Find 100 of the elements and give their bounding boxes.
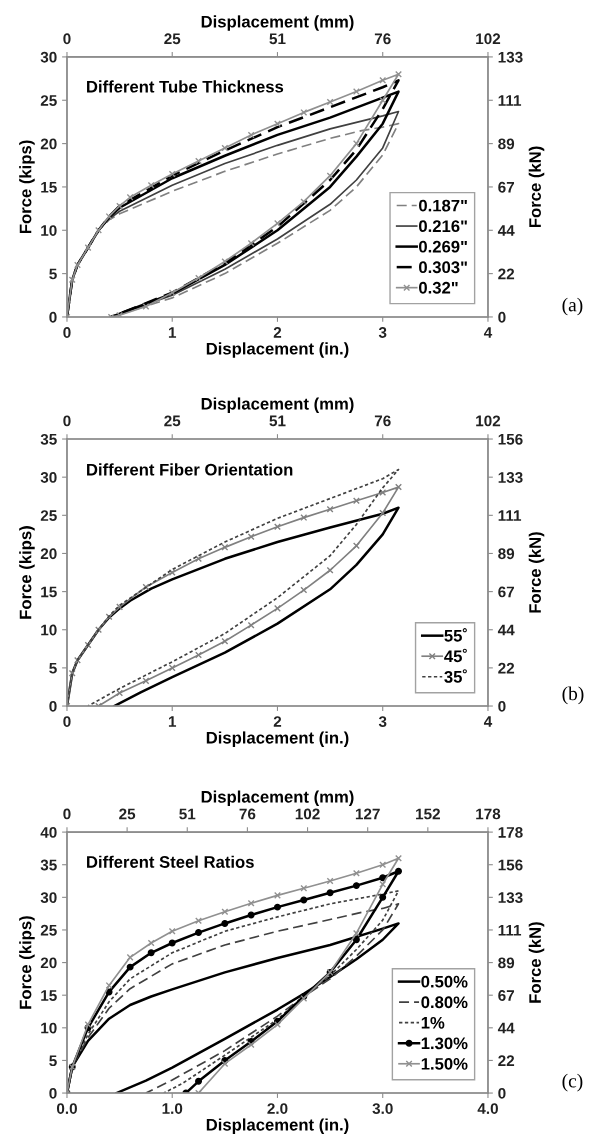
x-tick-label: 4 — [483, 327, 493, 338]
text: (a) — [562, 297, 583, 316]
y-tick-label: 20 — [40, 548, 57, 560]
x-tick-label: 2 — [273, 716, 282, 727]
text: (c) — [562, 1073, 583, 1092]
y2-tick-label: 0 — [498, 700, 506, 712]
y-tick-label: 10 — [41, 1022, 57, 1034]
y2-tick-label: 44 — [497, 225, 515, 236]
legend-label: 1% — [421, 1016, 445, 1029]
y2-tick-label: 133 — [498, 892, 523, 904]
x2-axis-title: Displacement (mm) — [201, 15, 354, 31]
x2-tick-label: 0 — [63, 415, 71, 427]
x2-tick-label: 152 — [416, 808, 440, 820]
x-tick-label: 4 — [483, 716, 493, 727]
y2-tick-label: 22 — [498, 1055, 515, 1066]
x-tick-label: 4.0 — [477, 1103, 498, 1114]
y2-tick-label: 178 — [498, 826, 523, 838]
x-tick-label: 3 — [378, 327, 387, 338]
x-axis-title: Displacement (in.) — [206, 1118, 349, 1134]
x-tick-label: 1.0 — [162, 1103, 183, 1114]
x2-axis-title: Displacement (mm) — [201, 397, 354, 413]
y2-axis-title: Force (kN) — [528, 922, 545, 1003]
x-tick-label: 3 — [378, 716, 387, 727]
y-tick-label: 5 — [49, 268, 57, 280]
x2-tick-label: 76 — [239, 808, 256, 820]
legend-label: 0.187" — [419, 199, 467, 212]
x-tick-label: 0.0 — [56, 1103, 77, 1114]
y-tick-label: 0 — [49, 311, 57, 323]
y-tick-label: 0 — [49, 1087, 57, 1099]
x-tick-label: 0 — [63, 716, 71, 727]
y2-tick-label: 89 — [498, 957, 515, 969]
x-axis-title: Displacement (in.) — [206, 342, 349, 358]
x-axis-title: Displacement (in.) — [206, 731, 349, 747]
y-tick-label: 30 — [40, 51, 57, 63]
y-tick-label: 10 — [41, 624, 57, 636]
y-tick-label: 35 — [40, 433, 57, 445]
y-tick-label: 5 — [49, 1055, 57, 1067]
y2-axis-title: Force (kN) — [528, 532, 545, 613]
y-tick-label: 30 — [40, 892, 57, 904]
y-tick-label: 25 — [40, 95, 57, 106]
x2-tick-label: 127 — [355, 808, 380, 820]
y-axis-title: Force (kips) — [19, 526, 35, 619]
y-axis-title: Force (kips) — [19, 140, 35, 234]
y2-tick-label: 133 — [498, 472, 523, 483]
y-tick-label: 15 — [41, 181, 57, 193]
x2-tick-label: 178 — [476, 808, 501, 820]
legend-label: 0.303" — [419, 261, 467, 274]
y2-tick-label: 0 — [498, 1087, 506, 1099]
y-tick-label: 0 — [49, 700, 57, 712]
y2-axis-title: Force (kN) — [528, 146, 545, 228]
legend-label: 0.32" — [419, 281, 458, 294]
x-tick-label: 3.0 — [372, 1103, 393, 1115]
x2-tick-label: 102 — [295, 808, 320, 820]
y-tick-label: 20 — [40, 138, 57, 150]
y-tick-label: 15 — [41, 586, 57, 598]
legend-label: 45˚ — [444, 648, 467, 663]
y2-tick-label: 89 — [498, 548, 515, 560]
x2-tick-label: 25 — [164, 33, 181, 45]
y2-tick-label: 67 — [498, 181, 515, 193]
y2-tick-label: 44 — [497, 624, 515, 636]
legend-label: 0.269" — [419, 240, 467, 253]
x-tick-label: 1 — [168, 716, 177, 727]
x-tick-label: 2 — [273, 327, 282, 338]
y-tick-label: 10 — [41, 225, 57, 236]
x2-tick-label: 102 — [476, 33, 501, 45]
text: Different Tube Thickness — [87, 80, 284, 93]
x2-tick-label: 25 — [119, 808, 136, 820]
y2-tick-label: 67 — [498, 586, 515, 598]
x2-tick-label: 51 — [269, 415, 286, 427]
x2-tick-label: 0 — [63, 33, 71, 45]
y-tick-label: 35 — [40, 859, 57, 871]
legend-label: 1.50% — [421, 1057, 468, 1070]
y-tick-label: 5 — [49, 662, 57, 674]
y2-tick-label: 22 — [498, 662, 515, 674]
legend-label: 55˚ — [444, 628, 467, 642]
y-tick-label: 30 — [40, 472, 57, 483]
y2-tick-label: 156 — [498, 859, 523, 871]
y-axis-title: Force (kips) — [19, 916, 35, 1009]
x-tick-label: 0 — [63, 327, 71, 338]
x2-tick-label: 102 — [476, 415, 501, 427]
y2-tick-label: 0 — [498, 311, 506, 323]
x2-tick-label: 76 — [374, 33, 391, 45]
y-tick-label: 25 — [40, 924, 57, 936]
x2-tick-label: 76 — [374, 415, 391, 427]
y2-tick-label: 111 — [498, 924, 522, 936]
y2-tick-label: 111 — [498, 510, 522, 521]
y-tick-label: 40 — [40, 826, 57, 838]
legend-label: 1.30% — [421, 1037, 468, 1050]
y-tick-label: 20 — [40, 957, 57, 969]
y2-tick-label: 89 — [498, 138, 515, 150]
y2-tick-label: 22 — [498, 268, 515, 280]
text: (b) — [562, 686, 584, 705]
x2-tick-label: 25 — [164, 415, 181, 427]
text: Different Fiber Orientation — [87, 463, 293, 476]
y2-tick-label: 133 — [498, 51, 523, 63]
y2-tick-label: 67 — [498, 990, 515, 1001]
x-tick-label: 1 — [168, 327, 177, 338]
legend-label: 0.50% — [421, 975, 468, 988]
text: Different Steel Ratios — [87, 855, 254, 868]
x2-tick-label: 51 — [269, 33, 286, 45]
